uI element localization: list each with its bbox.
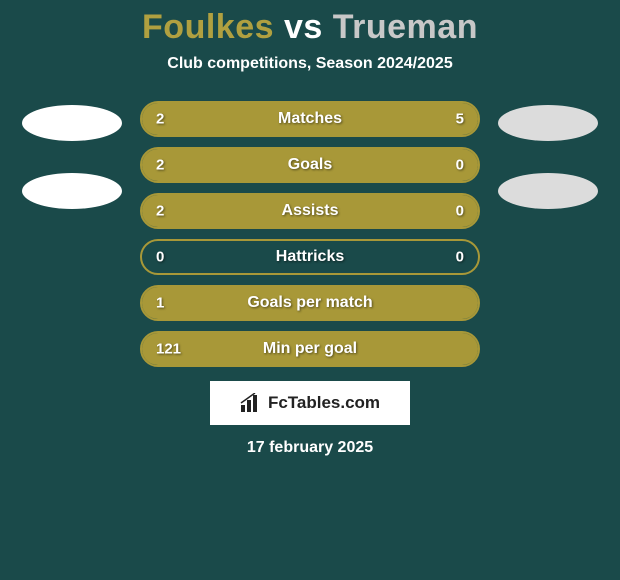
team-badge-right	[498, 105, 598, 141]
stat-row: 2 5 Matches	[140, 101, 480, 137]
stat-left-value: 0	[156, 249, 164, 266]
stat-label: Matches	[278, 110, 342, 128]
subtitle: Club competitions, Season 2024/2025	[167, 55, 452, 73]
stat-row: 2 0 Goals	[140, 147, 480, 183]
stat-left-value: 2	[156, 203, 164, 220]
stat-left-value: 2	[156, 111, 164, 128]
stat-right-value: 5	[456, 111, 464, 128]
stat-label: Assists	[282, 202, 339, 220]
comparison-infographic: Foulkes vs Trueman Club competitions, Se…	[0, 0, 620, 580]
stat-label: Goals per match	[247, 294, 372, 312]
left-badges	[22, 101, 122, 209]
date: 17 february 2025	[247, 439, 373, 457]
comparison-bars: 2 5 Matches 2 0 Goals 2 0 Assists 0 0 Hattricks 1 Goa…	[140, 101, 480, 367]
right-badges	[498, 101, 598, 209]
bar-left-fill	[142, 195, 404, 227]
stat-left-value: 2	[156, 157, 164, 174]
stat-right-value: 0	[456, 203, 464, 220]
bar-right-fill	[404, 149, 478, 181]
source-logo: FcTables.com	[210, 381, 410, 425]
stat-row: 2 0 Assists	[140, 193, 480, 229]
title: Foulkes vs Trueman	[142, 8, 478, 47]
logo-text: FcTables.com	[268, 393, 380, 413]
bar-right-fill	[404, 195, 478, 227]
stat-right-value: 0	[456, 249, 464, 266]
stat-right-value: 0	[456, 157, 464, 174]
title-vs: vs	[284, 8, 323, 46]
title-player1: Foulkes	[142, 8, 274, 46]
stat-label: Hattricks	[276, 248, 344, 266]
chart-area: 2 5 Matches 2 0 Goals 2 0 Assists 0 0 Hattricks 1 Goa…	[0, 101, 620, 367]
title-player2: Trueman	[333, 8, 478, 46]
team-badge-left	[22, 173, 122, 209]
team-badge-right	[498, 173, 598, 209]
stat-left-value: 121	[156, 341, 181, 358]
stat-left-value: 1	[156, 295, 164, 312]
stat-label: Min per goal	[263, 340, 357, 358]
stat-row: 1 Goals per match	[140, 285, 480, 321]
team-badge-left	[22, 105, 122, 141]
chart-icon	[240, 393, 262, 413]
stat-row: 121 Min per goal	[140, 331, 480, 367]
stat-label: Goals	[288, 156, 332, 174]
stat-row: 0 0 Hattricks	[140, 239, 480, 275]
bar-right-fill	[238, 103, 478, 135]
bar-left-fill	[142, 149, 404, 181]
